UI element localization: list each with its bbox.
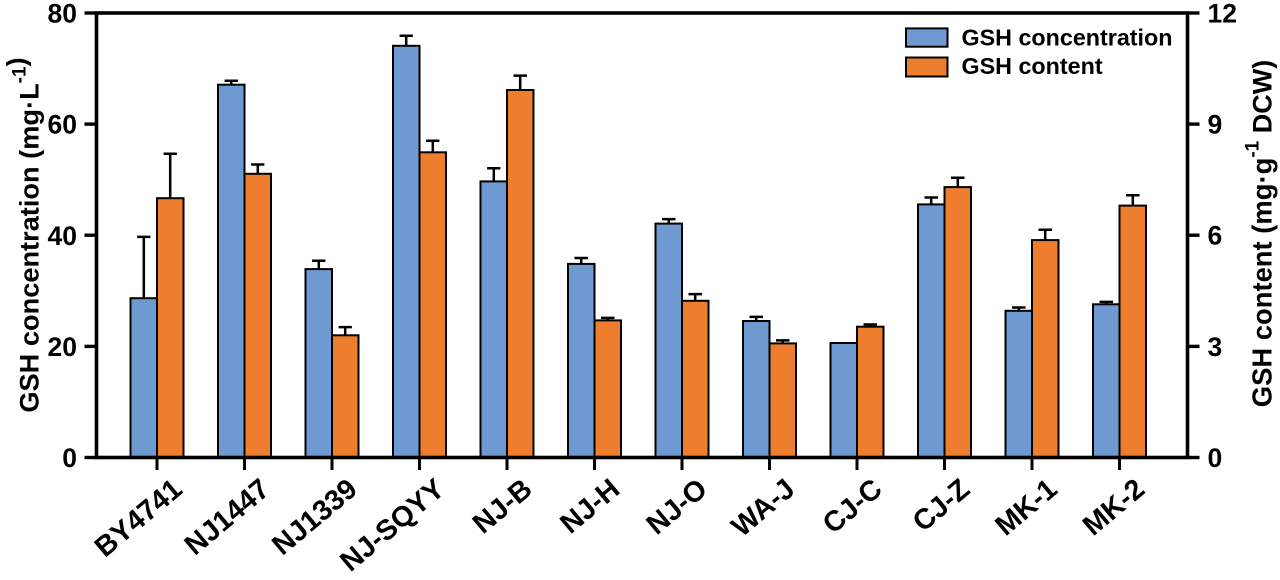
svg-text:9: 9 (1208, 110, 1223, 140)
svg-text:0: 0 (62, 443, 77, 473)
svg-text:3: 3 (1208, 332, 1223, 362)
svg-text:12: 12 (1208, 0, 1237, 29)
svg-text:60: 60 (48, 110, 77, 140)
svg-text:GSH content: GSH content (962, 53, 1103, 79)
svg-text:6: 6 (1208, 221, 1223, 251)
svg-text:20: 20 (48, 332, 77, 362)
svg-text:40: 40 (48, 221, 77, 251)
svg-text:0: 0 (1208, 443, 1223, 473)
svg-text:80: 80 (48, 0, 77, 29)
svg-text:GSH concentration: GSH concentration (962, 24, 1173, 50)
svg-text:GSH content (mg·g-1 DCW): GSH content (mg·g-1 DCW) (1243, 60, 1278, 407)
